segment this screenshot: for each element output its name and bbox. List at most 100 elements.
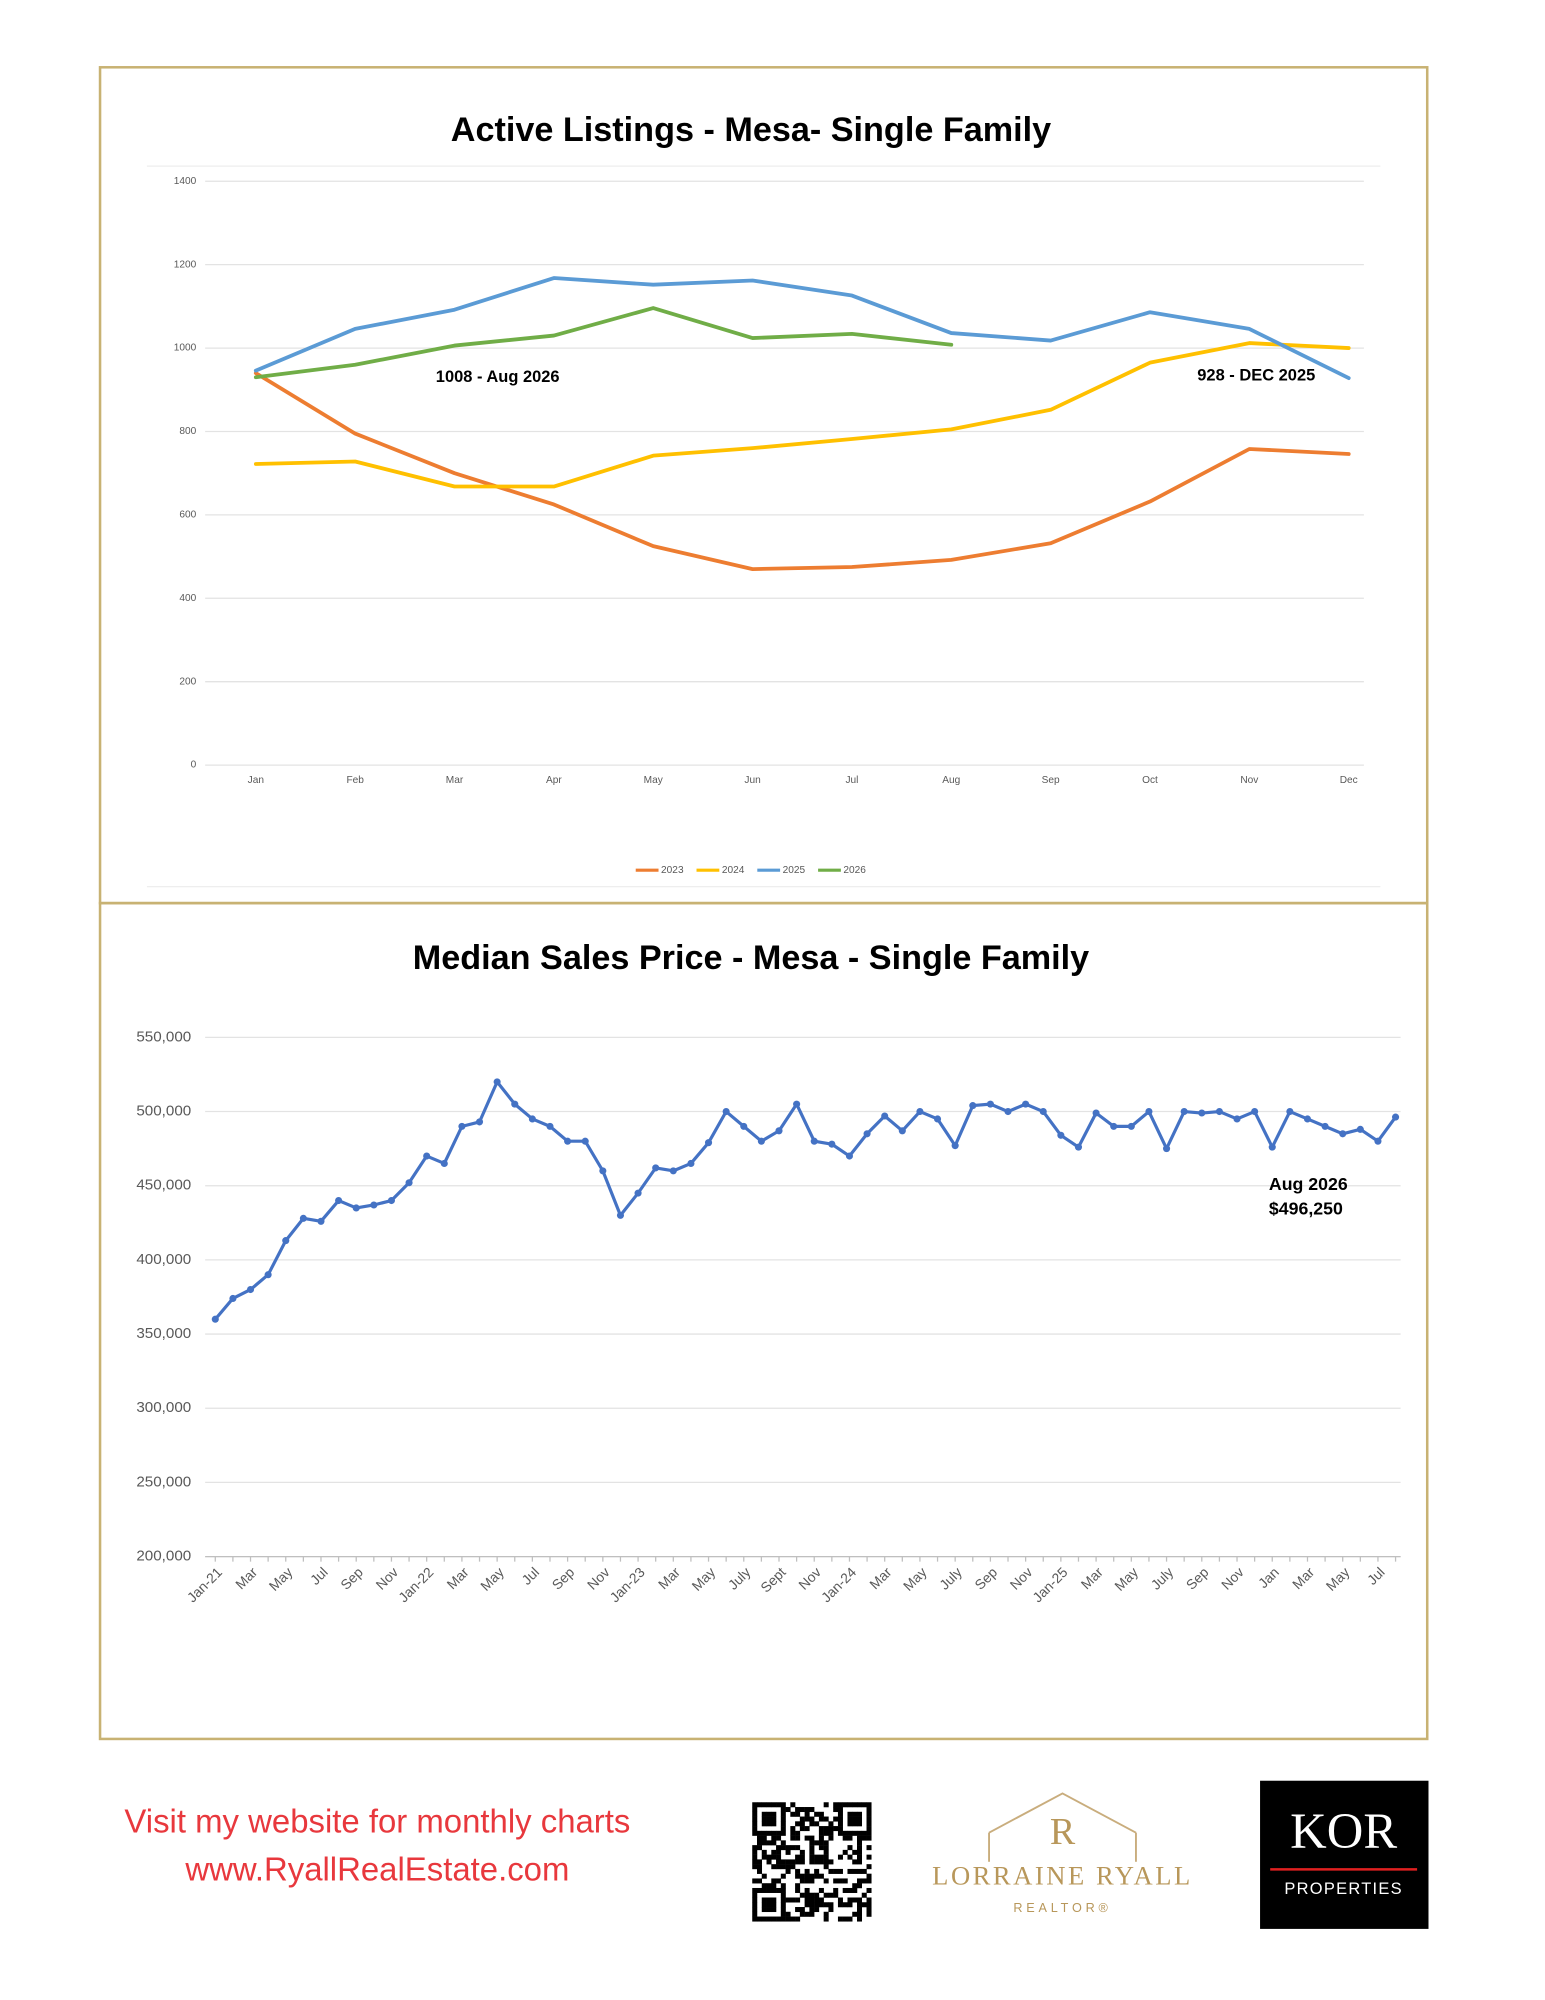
- qr-cell: [866, 1835, 872, 1841]
- qr-cell: [852, 1883, 858, 1889]
- qr-cell: [866, 1911, 872, 1917]
- qr-cell: [837, 1916, 843, 1922]
- qr-cell: [795, 1868, 801, 1874]
- qr-cell: [771, 1835, 777, 1841]
- qr-cell: [814, 1859, 820, 1865]
- qr-cell: [752, 1878, 758, 1884]
- qr-cell: [804, 1811, 810, 1817]
- qr-cell: [795, 1916, 801, 1922]
- y-tick-label: 600: [179, 510, 196, 521]
- data-point: [1022, 1100, 1030, 1108]
- qr-cell: [776, 1849, 782, 1855]
- qr-cell: [856, 1902, 863, 1908]
- qr-cell: [790, 1845, 796, 1851]
- qr-cell: [804, 1902, 810, 1908]
- qr-cell: [799, 1816, 805, 1822]
- chart-frame: [98, 901, 1429, 1741]
- qr-cell: [761, 1887, 767, 1893]
- x-tick-label: Sep: [1042, 775, 1060, 786]
- y-tick-label: 800: [179, 426, 196, 437]
- qr-cell: [790, 1916, 796, 1922]
- qr-cell: [752, 1916, 758, 1922]
- qr-cell: [756, 1859, 763, 1865]
- qr-cell: [795, 1887, 801, 1893]
- qr-cell: [809, 1873, 815, 1879]
- qr-cell: [795, 1835, 801, 1841]
- data-point: [475, 1118, 484, 1126]
- qr-cell: [823, 1840, 829, 1846]
- data-point: [687, 1159, 695, 1168]
- qr-cell: [756, 1887, 763, 1893]
- qr-cell: [861, 1802, 867, 1808]
- qr-cell: [799, 1826, 805, 1832]
- y-tick-label: 0: [191, 760, 197, 771]
- qr-cell: [852, 1830, 858, 1836]
- qr-cell: [856, 1916, 863, 1922]
- qr-cell: [852, 1816, 858, 1822]
- qr-cell: [818, 1845, 824, 1851]
- qr-cell: [771, 1897, 777, 1903]
- qr-cell: [856, 1854, 863, 1860]
- qr-cell: [752, 1854, 758, 1860]
- legend-label: 2025: [783, 865, 806, 876]
- qr-cell: [823, 1892, 829, 1898]
- qr-cell: [809, 1911, 815, 1917]
- qr-cell: [814, 1854, 820, 1860]
- qr-cell: [771, 1878, 777, 1884]
- qr-cell: [766, 1907, 772, 1913]
- qr-cell: [780, 1887, 786, 1893]
- qr-cell: [818, 1854, 824, 1860]
- qr-cell: [785, 1897, 791, 1903]
- qr-cell: [842, 1878, 848, 1884]
- data-point: [1215, 1107, 1223, 1116]
- qr-cell: [761, 1854, 767, 1860]
- x-tick-label: Nov: [1240, 775, 1259, 786]
- qr-cell: [780, 1892, 786, 1898]
- qr-cell: [814, 1873, 820, 1879]
- data-point: [634, 1189, 642, 1197]
- qr-cell: [776, 1845, 782, 1851]
- qr-cell: [847, 1897, 853, 1903]
- qr-cell: [795, 1811, 801, 1817]
- qr-cell: [771, 1802, 777, 1808]
- legend-label: 2023: [661, 865, 684, 876]
- data-line: [253, 306, 954, 380]
- qr-cell: [795, 1845, 801, 1851]
- data-point: [652, 1164, 660, 1172]
- qr-cell: [809, 1840, 815, 1846]
- data-point: [211, 1315, 219, 1323]
- qr-cell: [823, 1826, 829, 1832]
- y-tick-label: 350,000: [136, 1325, 191, 1342]
- qr-cell: [866, 1816, 872, 1822]
- qr-cell: [804, 1897, 810, 1903]
- qr-cell: [795, 1859, 801, 1865]
- qr-cell: [809, 1807, 815, 1813]
- qr-cell: [828, 1826, 834, 1832]
- data-point: [1110, 1122, 1118, 1130]
- qr-cell: [804, 1911, 810, 1917]
- data-point: [440, 1159, 448, 1168]
- qr-cell: [776, 1878, 782, 1884]
- qr-cell: [804, 1835, 810, 1841]
- qr-cell: [856, 1802, 863, 1808]
- y-tick-label: 200: [179, 676, 196, 687]
- qr-cell: [785, 1807, 791, 1813]
- qr-cell: [823, 1859, 829, 1865]
- qr-cell: [833, 1868, 839, 1874]
- qr-cell: [766, 1821, 772, 1827]
- qr-cell: [861, 1830, 867, 1836]
- qr-cell: [776, 1887, 782, 1893]
- brokerage-name: KOR: [1290, 1803, 1397, 1859]
- qr-cell: [771, 1864, 777, 1870]
- qr-cell: [818, 1816, 824, 1822]
- x-tick-label: Apr: [546, 775, 562, 786]
- data-point: [793, 1100, 801, 1108]
- logo-tagline: REALTOR®: [1013, 1901, 1111, 1915]
- qr-cell: [856, 1907, 863, 1913]
- qr-cell: [799, 1849, 805, 1855]
- qr-cell: [799, 1911, 805, 1917]
- qr-cell: [861, 1892, 867, 1898]
- qr-cell: [818, 1811, 824, 1817]
- qr-cell: [818, 1840, 824, 1846]
- qr-cell: [761, 1802, 767, 1808]
